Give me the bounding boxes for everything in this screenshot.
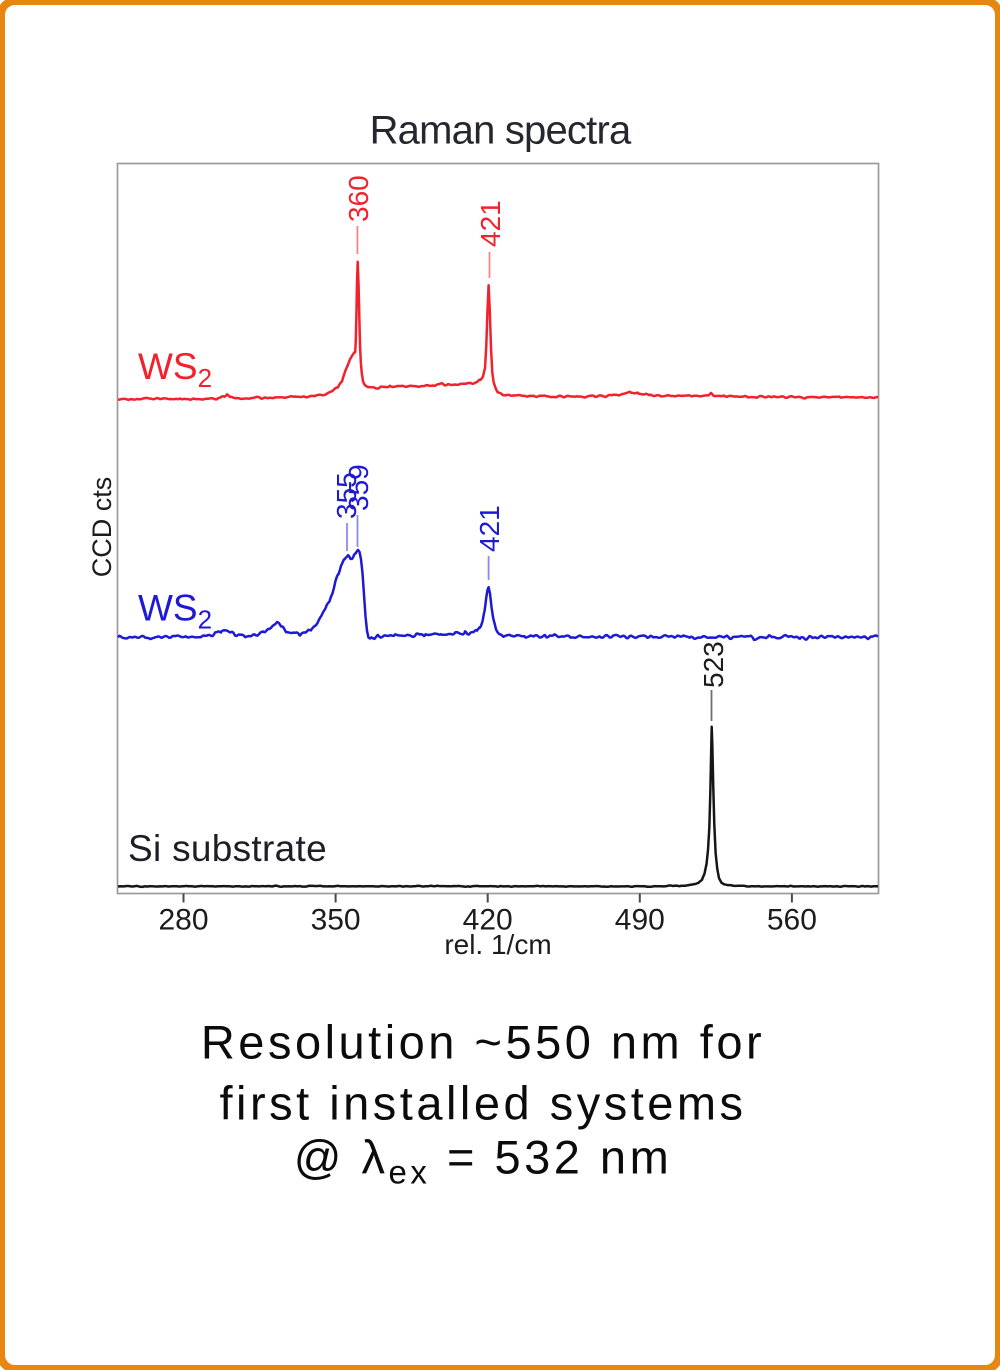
svg-text:359: 359 [343,464,374,511]
svg-text:Resolution ~550 nm for: Resolution ~550 nm for [201,1016,765,1069]
svg-text:first installed systems: first installed systems [219,1077,746,1130]
svg-text:rel. 1/cm: rel. 1/cm [444,929,551,960]
svg-text:355: 355 [331,472,362,519]
svg-text:360: 360 [343,175,374,222]
svg-text:280: 280 [158,904,208,937]
svg-text:523: 523 [698,641,729,688]
svg-text:421: 421 [475,200,506,247]
svg-text:421: 421 [474,505,505,552]
svg-text:560: 560 [767,904,817,937]
svg-text:Raman spectra: Raman spectra [370,109,632,153]
svg-text:420: 420 [463,904,513,937]
svg-text:WS2: WS2 [138,346,212,393]
svg-text:Si substrate: Si substrate [128,828,327,869]
svg-text:490: 490 [615,904,665,937]
svg-text:@ λex = 532 nm: @ λex = 532 nm [294,1131,672,1191]
svg-text:350: 350 [311,904,361,937]
svg-text:CCD cts: CCD cts [87,477,117,578]
svg-text:WS2: WS2 [138,588,212,635]
